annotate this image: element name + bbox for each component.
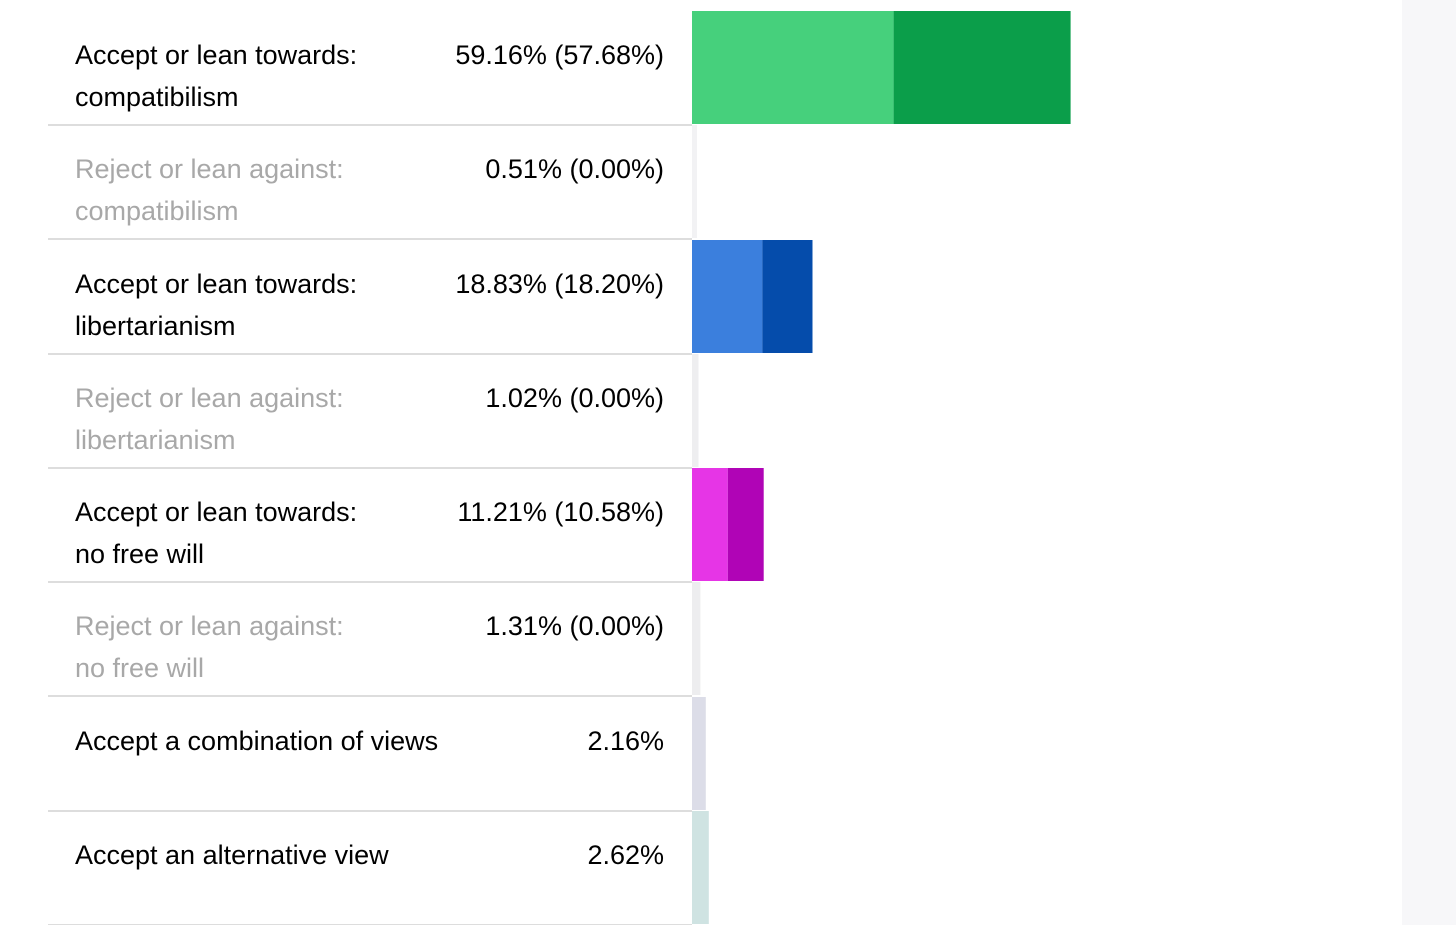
response-row: Accept or lean towards: compatibilism 59.… [48,11,692,126]
response-row: Accept or lean towards: no free will 11.2… [48,468,692,583]
bar-segment-accept [762,240,813,353]
response-value-label: 18.83% (18.20%) [455,269,664,299]
response-value-label: 2.62% [587,840,664,870]
bar-segment-lean [692,11,894,124]
bars-svg [692,11,1071,924]
response-label: Reject or lean against: libertarianism [75,383,344,455]
response-row: Accept or lean towards: libertarianism 18… [48,240,692,355]
bar-segment-lean [692,811,709,924]
bar-segment-accept [893,11,1071,124]
response-label: Reject or lean against: compatibilism [75,154,344,226]
response-row: Reject or lean against: compatibilism 0.5… [48,125,692,240]
response-label: Reject or lean against: no free will [75,611,344,683]
bar-segment-lean [692,697,706,810]
bar-segment-lean [692,125,697,238]
response-value-label: 59.16% (57.68%) [455,40,664,70]
right-gutter [1402,0,1456,925]
response-value-label: 0.51% (0.00%) [485,154,664,184]
response-row: Accept a combination of views 2.16% [48,697,692,812]
response-row: Reject or lean against: libertarianism 1.… [48,354,692,469]
bar-segment-lean [692,468,728,581]
response-label: Accept or lean towards: libertarianism [75,269,358,341]
response-label: Accept an alternative view [75,840,389,870]
bar-segment-lean [692,582,701,695]
response-row: Reject or lean against: no free will 1.31… [48,582,692,697]
response-label: Accept or lean towards: compatibilism [75,40,358,112]
bar-segment-lean [692,240,763,353]
response-value-label: 1.31% (0.00%) [485,611,664,641]
response-value-label: 2.16% [587,726,664,756]
bar-segment-accept [727,468,764,581]
response-value-label: 11.21% (10.58%) [457,497,664,527]
response-value-label: 1.02% (0.00%) [485,383,664,413]
response-label: Accept a combination of views [75,726,439,756]
response-label: Accept or lean towards: no free will [75,497,358,569]
bar-segment-lean [692,354,699,467]
response-bar-chart: Accept or lean towards: compatibilism 59.… [48,11,1071,925]
